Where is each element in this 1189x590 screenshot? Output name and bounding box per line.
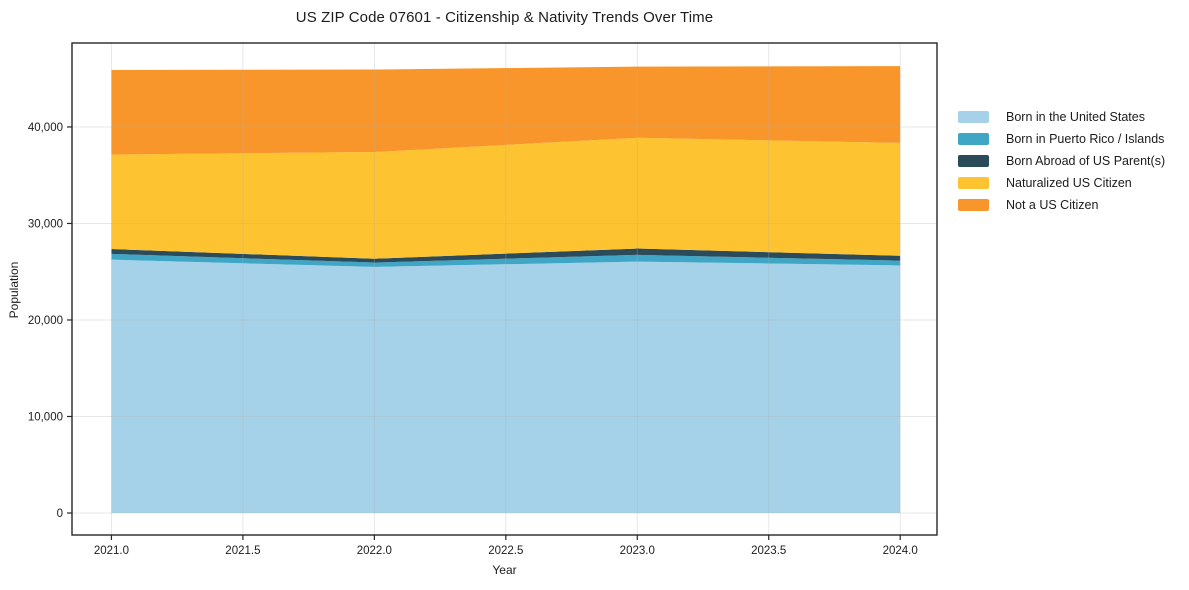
x-tick-label: 2021.5 (225, 545, 260, 557)
legend-swatch-icon (958, 177, 989, 189)
y-tick-label: 20,000 (28, 315, 63, 327)
legend-item-born-in-puerto-rico-islands: Born in Puerto Rico / Islands (958, 128, 1165, 150)
chart-title: US ZIP Code 07601 - Citizenship & Nativi… (295, 9, 714, 26)
legend-item-naturalized-us-citizen: Naturalized US Citizen (958, 172, 1165, 194)
y-tick-label: 10,000 (28, 411, 63, 423)
legend-swatch-icon (958, 133, 989, 145)
x-tick-label: 2023.0 (620, 545, 655, 557)
legend-label: Born in the United States (1006, 110, 1145, 124)
legend-label: Not a US Citizen (1006, 198, 1099, 212)
legend-label: Born Abroad of US Parent(s) (1006, 154, 1166, 168)
area-born-abroad-of-us-parent-s (111, 248, 901, 263)
legend-swatch-icon (958, 111, 989, 123)
x-axis-label: Year (492, 563, 517, 577)
legend-swatch-icon (958, 155, 989, 167)
area-not-a-us-citizen (111, 66, 901, 155)
legend-label: Naturalized US Citizen (1006, 176, 1132, 190)
y-tick-label: 0 (57, 508, 63, 520)
legend-swatch-icon (958, 199, 989, 211)
y-tick-label: 30,000 (28, 218, 63, 230)
y-axis-label: Population (7, 261, 21, 319)
legend-item-not-a-us-citizen: Not a US Citizen (958, 194, 1165, 216)
area-born-in-puerto-rico-islands (111, 253, 901, 267)
x-tick-label: 2022.0 (357, 545, 392, 557)
y-tick-label: 40,000 (28, 122, 63, 134)
x-tick-label: 2021.0 (94, 545, 129, 557)
x-tick-label: 2023.5 (751, 545, 786, 557)
x-tick-label: 2022.5 (488, 545, 523, 557)
x-tick-label: 2024.0 (883, 545, 918, 557)
area-naturalized-us-citizen (111, 137, 901, 259)
axes-spines (71, 42, 938, 536)
legend: Born in the United States Born in Puerto … (958, 106, 1165, 216)
legend-item-born-abroad-of-us-parent-s: Born Abroad of US Parent(s) (958, 150, 1165, 172)
legend-item-born-in-the-united-states: Born in the United States (958, 106, 1165, 128)
legend-label: Born in Puerto Rico / Islands (1006, 132, 1165, 146)
area-born-in-the-united-states (111, 259, 901, 513)
